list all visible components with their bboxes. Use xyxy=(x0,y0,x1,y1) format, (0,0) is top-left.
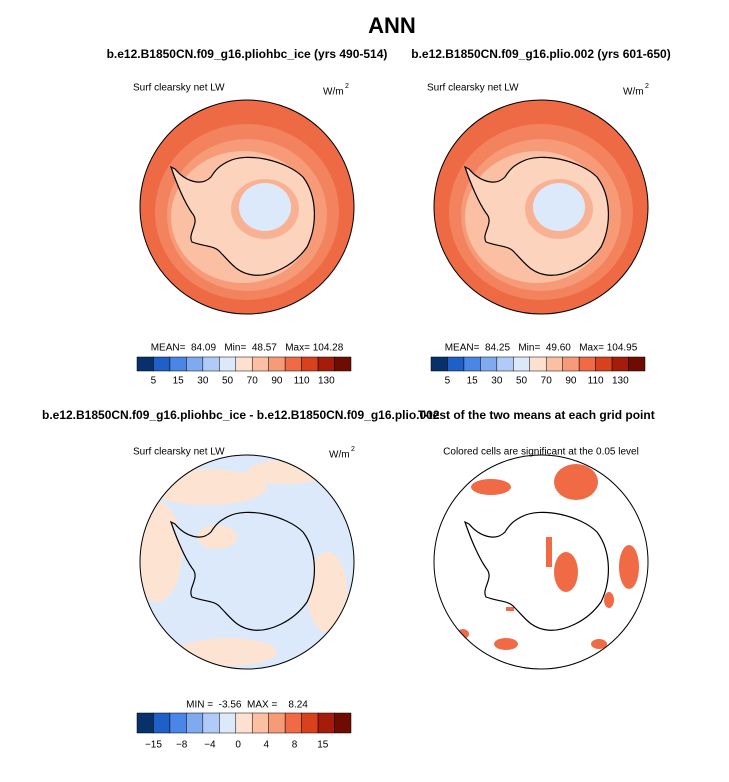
field-label: Colored cells are significant at the 0.0… xyxy=(443,447,639,458)
colorbar-box xyxy=(463,356,481,372)
field-label: Surf clearsky net LW xyxy=(133,83,225,94)
units: W/m xyxy=(329,450,350,461)
colorbar-box xyxy=(284,712,302,734)
colorbar-label: 15 xyxy=(317,740,329,751)
colorbar-box xyxy=(529,356,547,372)
colorbar-box xyxy=(496,356,514,372)
colorbar-box xyxy=(301,356,319,372)
colorbar-box xyxy=(578,356,596,372)
colorbar-label: 70 xyxy=(541,376,553,387)
colorbar-label: 50 xyxy=(222,376,234,387)
colorbar-label: 8 xyxy=(292,740,298,751)
colorbar-label: 30 xyxy=(197,376,209,387)
colorbar-label: 15 xyxy=(173,376,185,387)
colorbar-label: 0 xyxy=(235,740,241,751)
colorbar-box xyxy=(136,712,154,734)
colorbar-box xyxy=(268,356,286,372)
map xyxy=(433,454,649,670)
colorbar-box xyxy=(301,712,319,734)
map xyxy=(139,99,355,315)
panel-title: b.e12.B1850CN.f09_g16.plio.002 (yrs 601-… xyxy=(411,47,670,61)
colorbar-label: 50 xyxy=(516,376,528,387)
colorbar-box xyxy=(169,712,187,734)
colorbar-box xyxy=(186,356,204,372)
colorbar-box xyxy=(251,712,269,734)
colorbar-label: 5 xyxy=(445,376,451,387)
stats: MEAN= 84.09 Min= 48.57 Max= 104.28 xyxy=(151,343,344,354)
units: W/m xyxy=(623,87,644,98)
colorbar-label: 70 xyxy=(247,376,259,387)
colorbar-box xyxy=(480,356,498,372)
colorbar-box xyxy=(153,356,171,372)
colorbar-label: 110 xyxy=(294,376,310,387)
units-power: 2 xyxy=(645,83,649,90)
colorbar-label: −15 xyxy=(145,740,162,751)
map xyxy=(433,99,649,315)
colorbar-box xyxy=(153,712,171,734)
colorbar-box xyxy=(169,356,187,372)
colorbar-label: 30 xyxy=(491,376,503,387)
stats: MIN = -3.56 MAX = 8.24 xyxy=(186,700,308,711)
field-label: Surf clearsky net LW xyxy=(427,83,519,94)
panel-title: b.e12.B1850CN.f09_g16.pliohbc_ice (yrs 4… xyxy=(107,47,388,61)
units-power: 2 xyxy=(345,83,349,90)
colorbar-label: −8 xyxy=(176,740,188,751)
map xyxy=(139,454,355,670)
colorbar-label: 130 xyxy=(318,376,335,387)
colorbar-box xyxy=(219,356,237,372)
colorbar-box xyxy=(334,356,352,372)
colorbar-label: 15 xyxy=(467,376,479,387)
colorbar-box xyxy=(284,356,302,372)
colorbar-label: 5 xyxy=(151,376,157,387)
figure-title: ANN xyxy=(368,13,416,38)
colorbar-box xyxy=(611,356,629,372)
panel-title: b.e12.B1850CN.f09_g16.pliohbc_ice - b.e1… xyxy=(42,408,440,422)
colorbar-box xyxy=(251,356,269,372)
colorbar-box xyxy=(447,356,465,372)
colorbar-box xyxy=(268,712,286,734)
colorbar-box xyxy=(545,356,563,372)
colorbar-label: 130 xyxy=(612,376,629,387)
colorbar-label: −4 xyxy=(204,740,216,751)
colorbar-box xyxy=(202,356,220,372)
colorbar-box xyxy=(235,356,253,372)
colorbar-box xyxy=(317,356,335,372)
colorbar-box xyxy=(136,356,154,372)
colorbar-box xyxy=(235,712,253,734)
colorbar-box xyxy=(595,356,613,372)
colorbar-box xyxy=(430,356,448,372)
units: W/m xyxy=(323,87,344,98)
field-label: Surf clearsky net LW xyxy=(133,447,225,458)
colorbar-box xyxy=(562,356,580,372)
panel-title: T-test of the two means at each grid poi… xyxy=(418,408,655,422)
colorbar-box xyxy=(317,712,335,734)
colorbar-label: 4 xyxy=(264,740,270,751)
colorbar-box xyxy=(513,356,531,372)
colorbar-label: 110 xyxy=(588,376,604,387)
colorbar-box xyxy=(334,712,352,734)
colorbar-label: 90 xyxy=(565,376,577,387)
colorbar-box xyxy=(628,356,646,372)
units-power: 2 xyxy=(351,446,355,453)
colorbar-box xyxy=(219,712,237,734)
colorbar-box xyxy=(186,712,204,734)
colorbar-box xyxy=(202,712,220,734)
stats: MEAN= 84.25 Min= 49.60 Max= 104.95 xyxy=(445,343,638,354)
colorbar-label: 90 xyxy=(271,376,283,387)
